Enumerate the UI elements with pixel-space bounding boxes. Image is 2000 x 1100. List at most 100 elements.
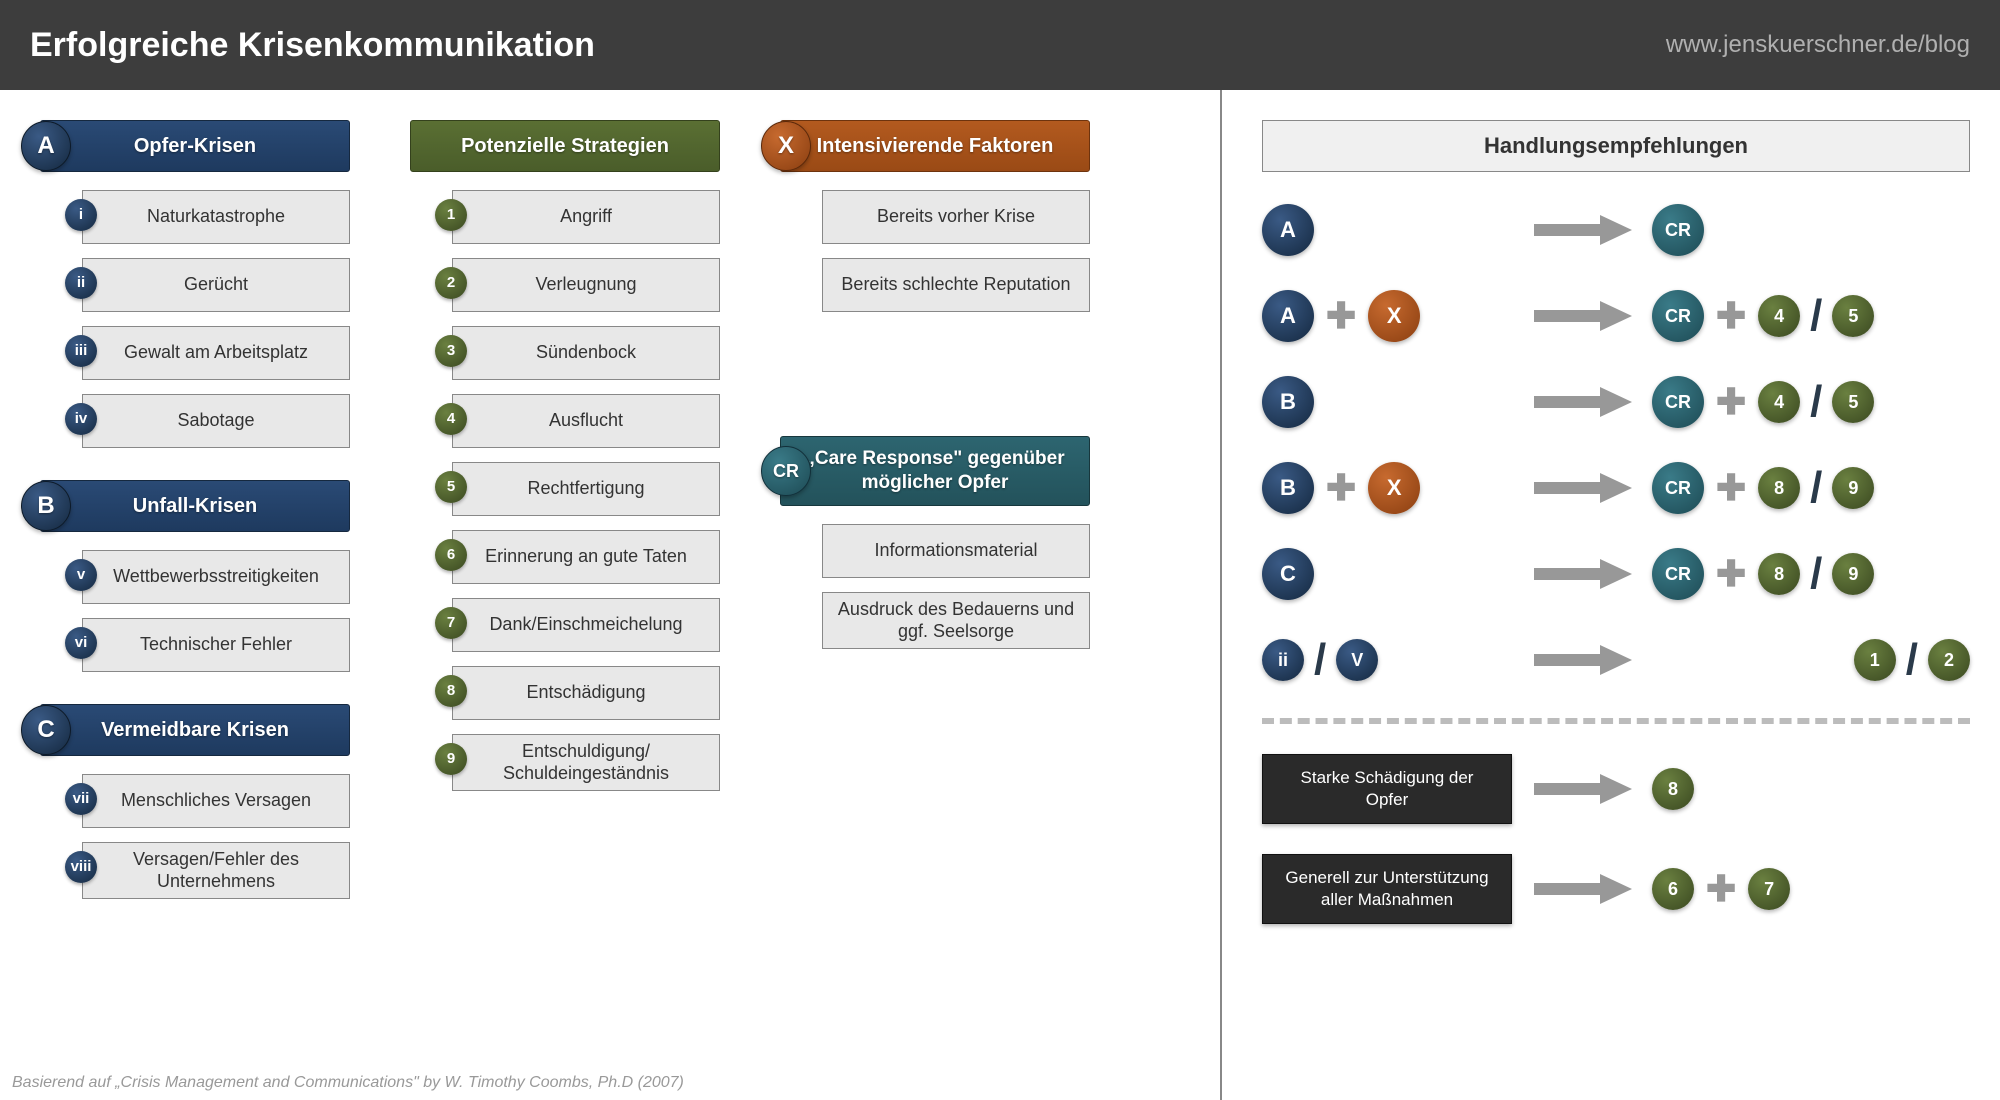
recommendation-extra-row: Generell zur Unterstützung aller Maßnahm… — [1262, 854, 1970, 924]
arrow-icon — [1532, 299, 1632, 333]
crisis-group-title: Opfer-Krisen — [134, 135, 256, 158]
item-label: Gewalt am Arbeitsplatz — [124, 342, 308, 364]
token-circle: X — [1368, 290, 1420, 342]
arrow-icon — [1532, 471, 1632, 505]
care-response-title: „Care Response" gegenüber möglicher Opfe… — [791, 447, 1079, 495]
recommendation-row: BCR✚4/5 — [1262, 374, 1970, 430]
item-number-badge: 1 — [435, 199, 467, 231]
plus-icon: ✚ — [1712, 298, 1750, 334]
crisis-types-column: AOpfer-KriseniNaturkatastropheiiGerüchti… — [20, 120, 350, 1090]
plus-icon: ✚ — [1322, 298, 1360, 334]
recommendation-row: A✚XCR✚4/5 — [1262, 288, 1970, 344]
item-label: Wettbewerbsstreitigkeiten — [113, 566, 319, 588]
divider — [1262, 718, 1970, 724]
care-response-header: CR„Care Response" gegenüber möglicher Op… — [780, 436, 1090, 506]
item-number-badge: iii — [65, 335, 97, 367]
token-circle: 2 — [1928, 639, 1970, 681]
badge: C — [21, 705, 71, 755]
item-label: Ausflucht — [549, 410, 623, 432]
crisis-item: viiMenschliches Versagen — [82, 774, 350, 828]
item-label: Verleugnung — [535, 274, 636, 296]
recommendations-panel: Handlungsempfehlungen A CR A✚XCR✚4/5 BCR✚4/… — [1220, 90, 2000, 1100]
arrow-icon — [1532, 385, 1632, 419]
factors-column: XIntensivierende FaktorenBereits vorher … — [760, 120, 1090, 1090]
token-circle: V — [1336, 639, 1378, 681]
rec-left: B✚X — [1262, 462, 1512, 514]
slash-separator: / — [1808, 380, 1824, 424]
arrow-icon — [1532, 772, 1632, 806]
arrow-icon — [1532, 872, 1632, 906]
item-number-badge: iv — [65, 403, 97, 435]
rec-arrow — [1512, 385, 1652, 419]
slash-separator: / — [1808, 466, 1824, 510]
recommendation-row: ii/V1/2 — [1262, 632, 1970, 688]
token-circle: 9 — [1832, 553, 1874, 595]
rec-arrow — [1512, 643, 1652, 677]
strategy-item: 9Entschuldigung/ Schuldeingeständnis — [452, 734, 720, 791]
rec-arrow — [1512, 557, 1652, 591]
crisis-group-header: BUnfall-Krisen — [40, 480, 350, 532]
strategy-item: 7Dank/Einschmeichelung — [452, 598, 720, 652]
crisis-group-header: CVermeidbare Krisen — [40, 704, 350, 756]
plus-icon: ✚ — [1322, 470, 1360, 506]
token-circle: CR — [1652, 376, 1704, 428]
token-circle: 8 — [1758, 467, 1800, 509]
badge: B — [21, 481, 71, 531]
token-circle: X — [1368, 462, 1420, 514]
care-response-item: Ausdruck des Bedauerns und ggf. Seelsorg… — [822, 592, 1090, 649]
rec-arrow — [1512, 213, 1652, 247]
item-number-badge: i — [65, 199, 97, 231]
crisis-item: iiiGewalt am Arbeitsplatz — [82, 326, 350, 380]
token-circle: 1 — [1854, 639, 1896, 681]
recommendation-extra-row: Starke Schädigung der Opfer 8 — [1262, 754, 1970, 824]
recommendation-extras: Starke Schädigung der Opfer 8 Generell zur… — [1262, 754, 1970, 924]
item-number-badge: vii — [65, 783, 97, 815]
plus-icon: ✚ — [1712, 556, 1750, 592]
item-label: Entschädigung — [526, 682, 645, 704]
crisis-item: iiGerücht — [82, 258, 350, 312]
strategy-item: 2Verleugnung — [452, 258, 720, 312]
item-label: Sündenbock — [536, 342, 636, 364]
rec-arrow — [1512, 299, 1652, 333]
extra-condition-box: Starke Schädigung der Opfer — [1262, 754, 1512, 824]
rec-left: A — [1262, 204, 1512, 256]
recommendations-title: Handlungsempfehlungen — [1262, 120, 1970, 172]
strategy-item: 3Sündenbock — [452, 326, 720, 380]
recommendation-row: C CR✚8/9 — [1262, 546, 1970, 602]
token-circle: C — [1262, 548, 1314, 600]
crisis-item: ivSabotage — [82, 394, 350, 448]
slash-separator: / — [1808, 294, 1824, 338]
crisis-group-title: Vermeidbare Krisen — [101, 719, 289, 742]
slash-separator: / — [1904, 638, 1920, 682]
slash-separator: / — [1808, 552, 1824, 596]
crisis-item: vWettbewerbsstreitigkeiten — [82, 550, 350, 604]
badge: A — [21, 121, 71, 171]
footer-citation: Basierend auf „Crisis Management and Com… — [12, 1074, 684, 1092]
item-number-badge: 9 — [435, 743, 467, 775]
item-label: Sabotage — [177, 410, 254, 432]
rec-right: CR✚8/9 — [1652, 548, 1970, 600]
token-circle: B — [1262, 462, 1314, 514]
rec-right: 8 — [1652, 768, 1970, 810]
badge: X — [761, 121, 811, 171]
badge: CR — [761, 446, 811, 496]
item-label: Dank/Einschmeichelung — [489, 614, 682, 636]
token-circle: CR — [1652, 462, 1704, 514]
rec-left: A✚X — [1262, 290, 1512, 342]
item-number-badge: 3 — [435, 335, 467, 367]
extra-condition-box: Generell zur Unterstützung aller Maßnahm… — [1262, 854, 1512, 924]
header: Erfolgreiche Krisenkommunikation www.jen… — [0, 0, 2000, 90]
rec-arrow — [1512, 471, 1652, 505]
rec-right: 1/2 — [1652, 638, 1970, 682]
crisis-group-header: AOpfer-Krisen — [40, 120, 350, 172]
rec-right: CR✚8/9 — [1652, 462, 1970, 514]
plus-icon: ✚ — [1702, 871, 1740, 907]
rec-right: 6✚7 — [1652, 868, 1970, 910]
intensifying-item: Bereits schlechte Reputation — [822, 258, 1090, 312]
item-label: Angriff — [560, 206, 612, 228]
token-circle: 6 — [1652, 868, 1694, 910]
rec-right: CR — [1652, 204, 1970, 256]
slash-separator: / — [1312, 638, 1328, 682]
left-panel: AOpfer-KriseniNaturkatastropheiiGerüchti… — [0, 90, 1220, 1100]
intensifying-header: XIntensivierende Faktoren — [780, 120, 1090, 172]
